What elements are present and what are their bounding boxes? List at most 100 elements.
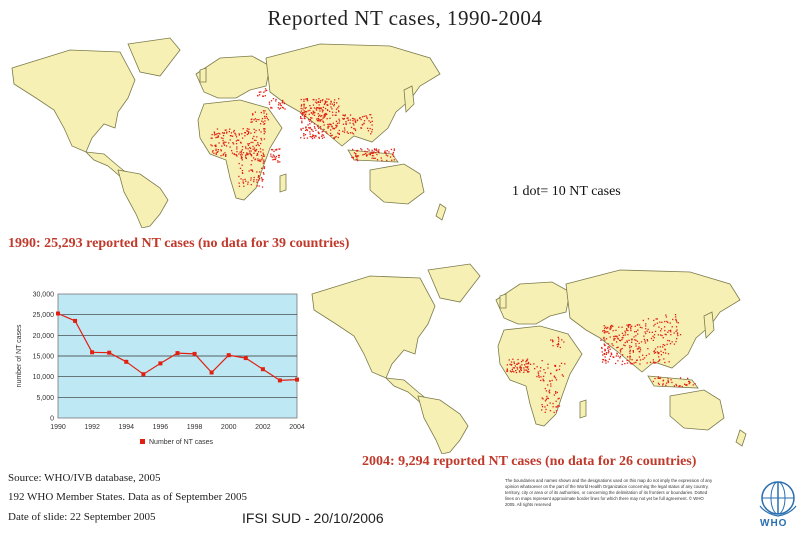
- case-dot: [322, 134, 325, 136]
- case-dot: [345, 123, 347, 126]
- case-dot: [385, 154, 387, 156]
- case-dot: [616, 353, 618, 355]
- case-dot: [239, 167, 242, 169]
- case-dot: [506, 369, 508, 371]
- case-dot: [636, 340, 639, 342]
- case-dot: [322, 99, 324, 101]
- case-dot: [667, 331, 669, 333]
- case-dot: [263, 128, 265, 130]
- case-dot: [250, 179, 252, 181]
- case-dot: [658, 356, 660, 358]
- case-dot: [222, 139, 224, 142]
- case-dot: [391, 159, 393, 161]
- case-dot: [610, 325, 612, 327]
- case-dot: [609, 327, 611, 329]
- case-dot: [241, 159, 243, 161]
- europe: [195, 55, 271, 99]
- case-dot: [216, 133, 218, 135]
- data-point: [209, 370, 214, 375]
- case-dot: [247, 183, 249, 185]
- case-dot: [653, 352, 656, 354]
- case-dot: [261, 178, 263, 180]
- case-dot: [624, 330, 626, 332]
- case-dot: [615, 355, 617, 357]
- case-dot: [263, 112, 265, 114]
- case-dot: [251, 121, 253, 123]
- case-dot: [308, 113, 310, 115]
- case-dot: [617, 337, 619, 339]
- case-dot: [369, 154, 371, 156]
- case-dot: [362, 154, 364, 156]
- case-dot: [304, 134, 307, 136]
- case-dot: [253, 180, 255, 183]
- case-dot: [321, 100, 323, 102]
- case-dot: [619, 339, 621, 341]
- case-dot: [324, 115, 326, 117]
- case-dot: [536, 366, 538, 368]
- case-dot: [277, 161, 279, 163]
- case-dot: [627, 334, 629, 336]
- case-dot: [303, 133, 305, 135]
- case-dot: [241, 146, 244, 148]
- case-dot: [545, 408, 547, 411]
- case-dot: [262, 95, 265, 97]
- case-dot: [236, 148, 238, 150]
- case-dot: [675, 383, 677, 386]
- case-dot: [245, 146, 247, 148]
- case-dot: [552, 340, 554, 342]
- case-dot: [603, 325, 605, 327]
- map-1990: [11, 37, 447, 228]
- y-tick-label: 15,000: [33, 354, 55, 361]
- case-dot: [250, 154, 252, 156]
- case-dot: [300, 129, 302, 131]
- x-tick-label: 2000: [221, 424, 237, 431]
- case-dot: [663, 358, 665, 360]
- case-dot: [373, 148, 376, 150]
- case-dot: [371, 131, 373, 133]
- case-dot: [338, 122, 340, 124]
- case-dot: [222, 153, 225, 155]
- case-dot: [635, 335, 637, 337]
- case-dot: [352, 157, 354, 159]
- case-dot: [252, 148, 254, 150]
- case-dot: [384, 150, 386, 152]
- case-dot: [257, 142, 259, 144]
- case-dot: [305, 111, 308, 113]
- case-dot: [342, 130, 344, 132]
- case-dot: [334, 99, 336, 101]
- case-dot: [357, 159, 359, 162]
- case-dot: [386, 150, 388, 152]
- case-dot: [315, 108, 317, 110]
- caption-1990: 1990: 25,293 reported NT cases (no data …: [8, 236, 350, 251]
- case-dot: [326, 113, 328, 115]
- case-dot: [254, 118, 256, 120]
- x-tick-label: 1990: [50, 424, 66, 431]
- case-dot: [537, 373, 540, 375]
- case-dot: [654, 362, 656, 364]
- case-dot: [242, 152, 245, 154]
- case-dot: [254, 149, 256, 151]
- case-dot: [516, 363, 518, 365]
- case-dot: [381, 159, 383, 162]
- case-dot: [543, 375, 545, 377]
- case-dot: [369, 127, 371, 130]
- case-dot: [318, 98, 320, 100]
- case-dot: [652, 335, 654, 337]
- case-dot: [603, 343, 605, 345]
- case-dot: [246, 130, 248, 132]
- case-dot: [254, 131, 256, 134]
- case-dot: [538, 374, 540, 377]
- case-dot: [660, 354, 663, 356]
- case-dot: [621, 338, 623, 341]
- case-dot: [378, 149, 380, 151]
- case-dot: [236, 146, 238, 148]
- case-dot: [305, 113, 307, 115]
- case-dot: [602, 359, 605, 361]
- case-dot: [548, 391, 550, 393]
- case-dot: [306, 99, 308, 101]
- case-dot: [526, 359, 528, 362]
- case-dot: [279, 148, 281, 150]
- case-dot: [357, 149, 359, 152]
- case-dot: [252, 141, 254, 144]
- case-dot: [552, 406, 554, 408]
